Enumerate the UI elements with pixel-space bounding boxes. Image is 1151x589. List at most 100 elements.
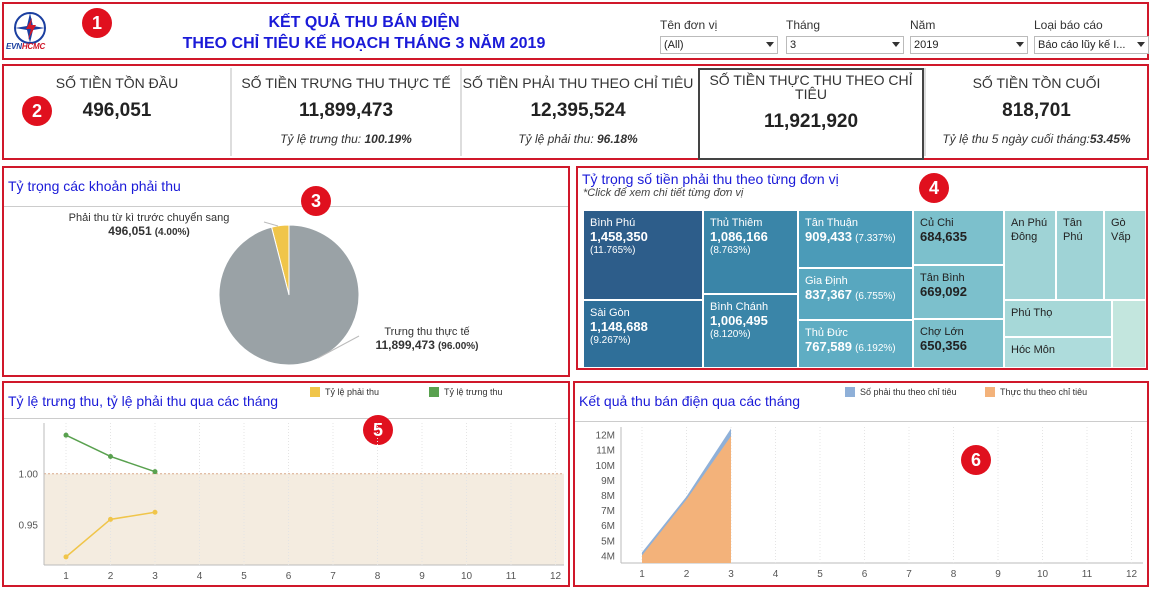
treemap-cell-name: Thủ Đức bbox=[805, 327, 848, 339]
line-chart-panel: Tỷ lệ trưng thu, tỷ lệ phải thu qua các … bbox=[2, 381, 570, 587]
filter-report-type: Loại báo cáo Báo cáo lũy kế I... bbox=[1034, 18, 1149, 54]
treemap-cell-name: Bình Chánh bbox=[710, 301, 769, 313]
treemap-cell-other[interactable] bbox=[1112, 300, 1146, 368]
kpi-label: SỐ TIỀN TRƯNG THU THỰC TẾ bbox=[241, 75, 451, 91]
kpi-value: 12,395,524 bbox=[530, 100, 626, 121]
filter-unit-value: (All) bbox=[664, 39, 684, 51]
pie-chart[interactable] bbox=[214, 220, 364, 370]
filter-report-type-select[interactable]: Báo cáo lũy kế I... bbox=[1034, 36, 1149, 54]
kpi-sub-label: Tỷ lệ phải thu: bbox=[518, 132, 597, 146]
x-tick-label: 1 bbox=[63, 571, 69, 582]
kpi-value: 11,899,473 bbox=[298, 100, 394, 121]
x-tick-label: 10 bbox=[461, 571, 473, 582]
treemap-cell-pct: (6.192%) bbox=[855, 343, 896, 354]
x-tick-label: 8 bbox=[375, 571, 381, 582]
legend-item-receivable-rate[interactable]: Tỷ lệ phải thu bbox=[310, 387, 379, 397]
kpi-label: SỐ TIỀN PHẢI THU THEO CHỈ TIÊU bbox=[462, 75, 694, 91]
treemap-cell-tan-binh[interactable]: Tân Bình 669,092 bbox=[913, 265, 1004, 319]
pie-label-name: Trưng thu thực tế bbox=[384, 326, 470, 338]
divider bbox=[4, 206, 568, 207]
treemap-cell-value: 669,092 bbox=[920, 284, 967, 299]
treemap-cell-name: Gia Định bbox=[805, 275, 848, 287]
x-tick-label: 5 bbox=[817, 569, 823, 580]
line-chart[interactable]: 1 2 3 4 5 6 7 8 9 10 11 121.000.95 bbox=[4, 419, 568, 585]
treemap-cell-value: 650,356 bbox=[920, 338, 967, 353]
treemap-cell-thu-thiem[interactable]: Thủ Thiêm 1,086,166 (8.763%) bbox=[703, 210, 798, 294]
kpi-label: SỐ TIỀN TỒN CUỐI bbox=[972, 75, 1101, 91]
y-tick-label: 6M bbox=[601, 521, 615, 532]
kpi-sub: Tỷ lệ phải thu: 96.18% bbox=[462, 132, 694, 146]
legend-item-target-receivable[interactable]: Số phải thu theo chỉ tiêu bbox=[845, 387, 957, 397]
title-line-1: KẾT QUẢ THU BÁN ĐIỆN bbox=[268, 14, 460, 31]
x-tick-label: 1 bbox=[639, 569, 645, 580]
legend-swatch bbox=[985, 387, 995, 397]
badge-2: 2 bbox=[22, 96, 52, 126]
legend-label: Thực thu theo chỉ tiêu bbox=[1000, 387, 1088, 397]
filter-year-select[interactable]: 2019 bbox=[910, 36, 1028, 54]
treemap-cell-thu-duc[interactable]: Thủ Đức 767,589 (6.192%) bbox=[798, 320, 913, 368]
data-point[interactable] bbox=[152, 469, 158, 475]
treemap-cell-sai-gon[interactable]: Sài Gòn 1,148,688 (9.267%) bbox=[583, 300, 703, 368]
x-tick-label: 9 bbox=[995, 569, 1001, 580]
data-point[interactable] bbox=[108, 516, 113, 522]
area-chart-panel: Kết quả thu bán điện qua các tháng Số ph… bbox=[573, 381, 1149, 587]
treemap-cell-value: 909,433 bbox=[805, 229, 852, 244]
treemap-cell-tan-thuan[interactable]: Tân Thuận 909,433 (7.337%) bbox=[798, 210, 913, 268]
x-tick-label: 2 bbox=[108, 571, 114, 582]
treemap-cell-name: Củ Chi bbox=[920, 217, 954, 229]
kpi-closing-balance: SỐ TIỀN TỒN CUỐI 818,701 Tỷ lệ thu 5 ngà… bbox=[926, 66, 1147, 158]
data-point[interactable] bbox=[108, 453, 113, 459]
treemap-cell-pct: (9.267%) bbox=[590, 335, 631, 346]
filter-report-type-value: Báo cáo lũy kế I... bbox=[1038, 39, 1126, 51]
treemap-cell-cu-chi[interactable]: Củ Chi 684,635 bbox=[913, 210, 1004, 265]
legend-swatch bbox=[429, 387, 439, 397]
x-tick-label: 12 bbox=[550, 571, 562, 582]
chevron-down-icon bbox=[1137, 42, 1145, 47]
treemap-cell-hoc-mon[interactable]: Hóc Môn bbox=[1004, 337, 1112, 368]
treemap-cell-pct: (11.765%) bbox=[590, 245, 636, 256]
treemap-cell-binh-phu[interactable]: Bình Phú 1,458,350 (11.765%) bbox=[583, 210, 703, 300]
badge-1: 1 bbox=[82, 8, 112, 38]
treemap-cell-gia-dinh[interactable]: Gia Định 837,367 (6.755%) bbox=[798, 268, 913, 320]
pie-slice[interactable] bbox=[218, 224, 360, 366]
treemap-cell-tan-phu[interactable]: Tân Phú bbox=[1056, 210, 1104, 300]
filter-month: Tháng 3 bbox=[786, 18, 904, 54]
kpi-actual-target[interactable]: SỐ TIỀN THỰC THU THEO CHỈ TIÊU 11,921,92… bbox=[698, 68, 924, 160]
legend-label: Tỷ lệ phải thu bbox=[325, 387, 380, 397]
treemap-cell-name: Hóc Môn bbox=[1011, 344, 1056, 356]
filter-month-label: Tháng bbox=[786, 18, 821, 32]
treemap-panel-subtitle: *Click để xem chi tiết từng đơn vị bbox=[583, 187, 744, 199]
x-tick-label: 11 bbox=[1082, 569, 1093, 580]
legend-label: Số phải thu theo chỉ tiêu bbox=[860, 387, 957, 397]
legend-item-actual-collected[interactable]: Thực thu theo chỉ tiêu bbox=[985, 387, 1087, 397]
pie-label-value: 496,051 bbox=[108, 224, 152, 238]
treemap-cell-value: 1,148,688 bbox=[590, 319, 648, 334]
x-tick-label: 4 bbox=[197, 571, 203, 582]
treemap-cell-name: Gò Vấp bbox=[1111, 217, 1131, 243]
data-point[interactable] bbox=[63, 432, 69, 438]
kpi-value: 11,921,920 bbox=[763, 111, 859, 132]
treemap-cell-an-phu-dong[interactable]: An Phú Đông bbox=[1004, 210, 1056, 300]
legend-item-collection-rate[interactable]: Tỷ lệ trưng thu bbox=[429, 387, 503, 397]
pie-label-name: Phải thu từ kì trước chuyển sang bbox=[68, 212, 230, 224]
filter-month-select[interactable]: 3 bbox=[786, 36, 904, 54]
filter-unit-select[interactable]: (All) bbox=[660, 36, 778, 54]
treemap-cell-cho-lon[interactable]: Chợ Lớn 650,356 bbox=[913, 319, 1004, 368]
kpi-label: SỐ TIỀN THỰC THU THEO CHỈ TIÊU bbox=[709, 72, 913, 102]
chevron-down-icon bbox=[892, 42, 900, 47]
treemap-cell-binh-chanh[interactable]: Bình Chánh 1,006,495 (8.120%) bbox=[703, 294, 798, 368]
treemap-cell-phu-tho[interactable]: Phú Thọ bbox=[1004, 300, 1112, 337]
filter-year: Năm 2019 bbox=[910, 18, 1028, 54]
page-title: KẾT QUẢ THU BÁN ĐIỆN THEO CHỈ TIÊU KẾ HO… bbox=[164, 12, 564, 54]
treemap-cell-pct: (8.120%) bbox=[710, 329, 751, 340]
pie-label-pct: (96.00%) bbox=[437, 341, 479, 352]
evn-logo-icon bbox=[14, 12, 46, 44]
data-point[interactable] bbox=[63, 554, 69, 560]
badge-4: 4 bbox=[919, 173, 949, 203]
area-panel-title: Kết quả thu bán điện qua các tháng bbox=[579, 393, 801, 409]
treemap-cell-pct: (8.763%) bbox=[710, 245, 751, 256]
treemap-cell-go-vap[interactable]: Gò Vấp bbox=[1104, 210, 1146, 300]
filter-year-value: 2019 bbox=[914, 39, 939, 51]
data-point[interactable] bbox=[152, 509, 158, 515]
